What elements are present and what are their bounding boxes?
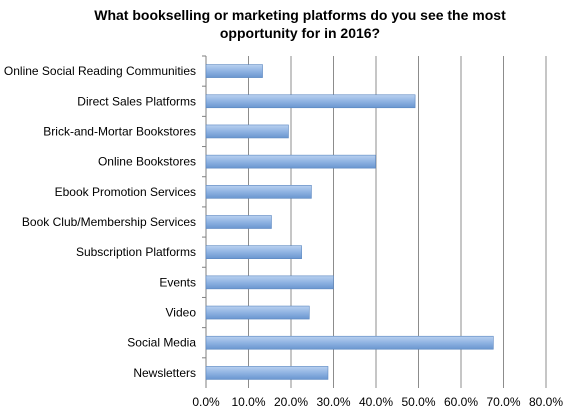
category-label: Events [159,275,196,289]
bar [205,275,334,290]
x-tick-label: 30.0% [316,395,350,409]
category-label: Online Social Reading Communities [4,64,196,78]
category-label: Video [166,306,197,320]
bar [205,64,263,78]
x-tick-label: 0.0% [192,395,220,409]
bar [205,245,302,259]
category-label: Newsletters [133,366,196,380]
x-tick-label: 20.0% [274,395,308,409]
bar [205,215,272,229]
x-tick-label: 40.0% [359,395,393,409]
bar [205,154,376,169]
x-tick-label: 70.0% [486,395,520,409]
category-label: Brick-and-Mortar Bookstores [43,124,196,138]
chart-title: What bookselling or marketing platforms … [94,7,506,41]
bar [205,366,329,380]
x-tick-label: 80.0% [529,395,563,409]
bars [205,64,494,380]
gridlines [202,55,547,388]
bar [205,335,494,350]
bar [205,124,289,139]
bar [205,185,312,199]
bar [205,305,310,320]
category-label: Online Bookstores [98,155,196,169]
tick-labels: 0.0% 10.0% 20.0% 30.0% 40.0% 50.0% 60.0% 70.0% 8… [192,395,563,409]
bar [205,94,416,109]
category-label: Subscription Platforms [76,245,196,259]
x-tick-label: 50.0% [401,395,435,409]
x-tick-label: 60.0% [444,395,478,409]
category-label: Ebook Promotion Services [55,185,196,199]
category-label: Direct Sales Platforms [77,94,196,108]
x-tick-label: 10.0% [231,395,265,409]
category-label: Social Media [127,336,196,350]
category-labels: Online Social Reading Communities Direct … [4,64,196,380]
category-label: Book Club/Membership Services [22,215,196,229]
